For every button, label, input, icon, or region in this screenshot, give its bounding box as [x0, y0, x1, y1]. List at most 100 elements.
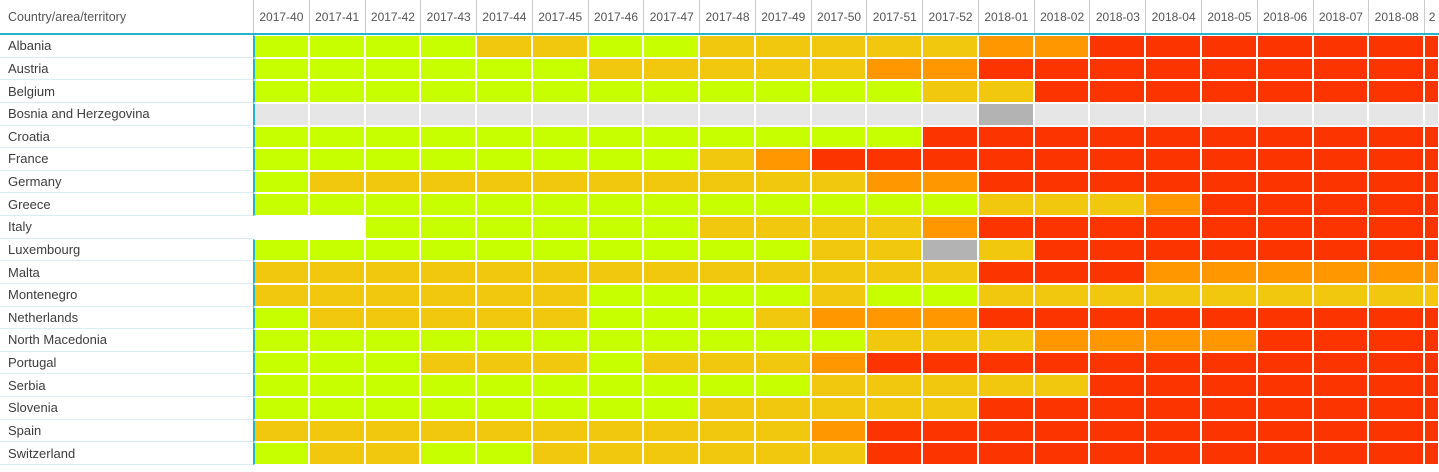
row-label[interactable]: Netherlands — [0, 306, 253, 330]
heatmap-cell[interactable] — [810, 216, 867, 239]
week-header[interactable]: 2017-52 — [922, 0, 978, 33]
heatmap-cell[interactable] — [420, 216, 477, 239]
heatmap-cell[interactable] — [531, 238, 588, 262]
heatmap-cell[interactable] — [1145, 329, 1202, 352]
heatmap-cell[interactable] — [643, 419, 700, 443]
heatmap-cell[interactable] — [810, 306, 867, 330]
heatmap-cell[interactable] — [699, 102, 755, 126]
heatmap-cell[interactable] — [587, 80, 644, 103]
heatmap-cell[interactable] — [1368, 283, 1425, 307]
heatmap-cell[interactable] — [476, 329, 532, 352]
heatmap-cell[interactable] — [587, 306, 644, 330]
heatmap-cell[interactable] — [866, 57, 923, 81]
row-label[interactable]: Serbia — [0, 374, 253, 397]
heatmap-cell[interactable] — [1145, 57, 1202, 81]
week-header[interactable]: 2018-06 — [1256, 0, 1313, 33]
heatmap-cell[interactable] — [1089, 442, 1146, 465]
heatmap-cell[interactable] — [1424, 80, 1439, 103]
row-label[interactable]: Bosnia and Herzegovina — [0, 102, 253, 126]
heatmap-cell[interactable] — [1424, 329, 1439, 352]
week-header[interactable]: 2017-47 — [643, 0, 700, 33]
row-label[interactable]: Spain — [0, 419, 253, 443]
heatmap-cell[interactable] — [531, 102, 588, 126]
heatmap-cell[interactable] — [1424, 193, 1439, 216]
heatmap-cell[interactable] — [476, 238, 532, 262]
heatmap-cell[interactable] — [420, 442, 477, 465]
heatmap-cell[interactable] — [866, 283, 923, 307]
heatmap-cell[interactable] — [587, 125, 644, 149]
heatmap-cell[interactable] — [977, 57, 1034, 81]
heatmap-cell[interactable] — [1033, 170, 1090, 194]
heatmap-cell[interactable] — [476, 351, 532, 375]
heatmap-cell[interactable] — [364, 419, 421, 443]
heatmap-cell[interactable] — [364, 102, 421, 126]
heatmap-cell[interactable] — [587, 397, 644, 420]
heatmap-cell[interactable] — [1145, 125, 1202, 149]
heatmap-cell[interactable] — [1256, 306, 1313, 330]
heatmap-cell[interactable] — [810, 261, 867, 284]
heatmap-cell[interactable] — [1033, 80, 1090, 103]
heatmap-cell[interactable] — [699, 216, 755, 239]
heatmap-cell[interactable] — [308, 170, 365, 194]
heatmap-cell[interactable] — [476, 397, 532, 420]
heatmap-cell[interactable] — [1033, 148, 1090, 171]
heatmap-cell[interactable] — [810, 351, 867, 375]
row-label[interactable]: Austria — [0, 57, 253, 81]
heatmap-cell[interactable] — [308, 329, 365, 352]
heatmap-cell[interactable] — [922, 238, 978, 262]
heatmap-cell[interactable] — [531, 193, 588, 216]
heatmap-cell[interactable] — [1424, 397, 1439, 420]
heatmap-cell[interactable] — [420, 35, 477, 58]
heatmap-cell[interactable] — [420, 193, 477, 216]
heatmap-cell[interactable] — [1089, 397, 1146, 420]
heatmap-cell[interactable] — [1033, 216, 1090, 239]
heatmap-cell[interactable] — [364, 80, 421, 103]
heatmap-cell[interactable] — [643, 351, 700, 375]
heatmap-cell[interactable] — [1201, 283, 1257, 307]
heatmap-cell[interactable] — [308, 442, 365, 465]
heatmap-cell[interactable] — [253, 442, 309, 465]
heatmap-cell[interactable] — [699, 193, 755, 216]
heatmap-cell[interactable] — [754, 57, 811, 81]
heatmap-cell[interactable] — [1033, 193, 1090, 216]
week-header[interactable]: 2017-48 — [699, 0, 755, 33]
heatmap-cell[interactable] — [253, 283, 309, 307]
week-header[interactable]: 2017-42 — [364, 0, 421, 33]
heatmap-cell[interactable] — [1256, 216, 1313, 239]
heatmap-cell[interactable] — [1256, 283, 1313, 307]
heatmap-cell[interactable] — [754, 329, 811, 352]
heatmap-cell[interactable] — [1368, 170, 1425, 194]
heatmap-cell[interactable] — [531, 419, 588, 443]
heatmap-cell[interactable] — [1256, 374, 1313, 397]
heatmap-cell[interactable] — [1089, 306, 1146, 330]
heatmap-cell[interactable] — [308, 102, 365, 126]
heatmap-cell[interactable] — [754, 80, 811, 103]
heatmap-cell[interactable] — [1368, 193, 1425, 216]
heatmap-cell[interactable] — [1201, 306, 1257, 330]
week-header[interactable]: 2017-40 — [253, 0, 309, 33]
heatmap-cell[interactable] — [1089, 57, 1146, 81]
heatmap-cell[interactable] — [253, 35, 309, 58]
heatmap-cell[interactable] — [587, 442, 644, 465]
heatmap-cell[interactable] — [1368, 57, 1425, 81]
week-header[interactable]: 2018-08 — [1368, 0, 1425, 33]
heatmap-cell[interactable] — [1089, 193, 1146, 216]
heatmap-cell[interactable] — [643, 102, 700, 126]
heatmap-cell[interactable] — [1089, 283, 1146, 307]
heatmap-cell[interactable] — [810, 170, 867, 194]
heatmap-cell[interactable] — [699, 306, 755, 330]
heatmap-cell[interactable] — [866, 238, 923, 262]
heatmap-cell[interactable] — [420, 261, 477, 284]
heatmap-cell[interactable] — [643, 125, 700, 149]
heatmap-cell[interactable] — [922, 102, 978, 126]
heatmap-cell[interactable] — [308, 261, 365, 284]
heatmap-cell[interactable] — [922, 306, 978, 330]
heatmap-cell[interactable] — [810, 283, 867, 307]
heatmap-cell[interactable] — [1368, 35, 1425, 58]
heatmap-cell[interactable] — [643, 148, 700, 171]
heatmap-cell[interactable] — [1256, 35, 1313, 58]
heatmap-cell[interactable] — [754, 35, 811, 58]
heatmap-cell[interactable] — [364, 329, 421, 352]
heatmap-cell[interactable] — [754, 102, 811, 126]
heatmap-cell[interactable] — [643, 306, 700, 330]
